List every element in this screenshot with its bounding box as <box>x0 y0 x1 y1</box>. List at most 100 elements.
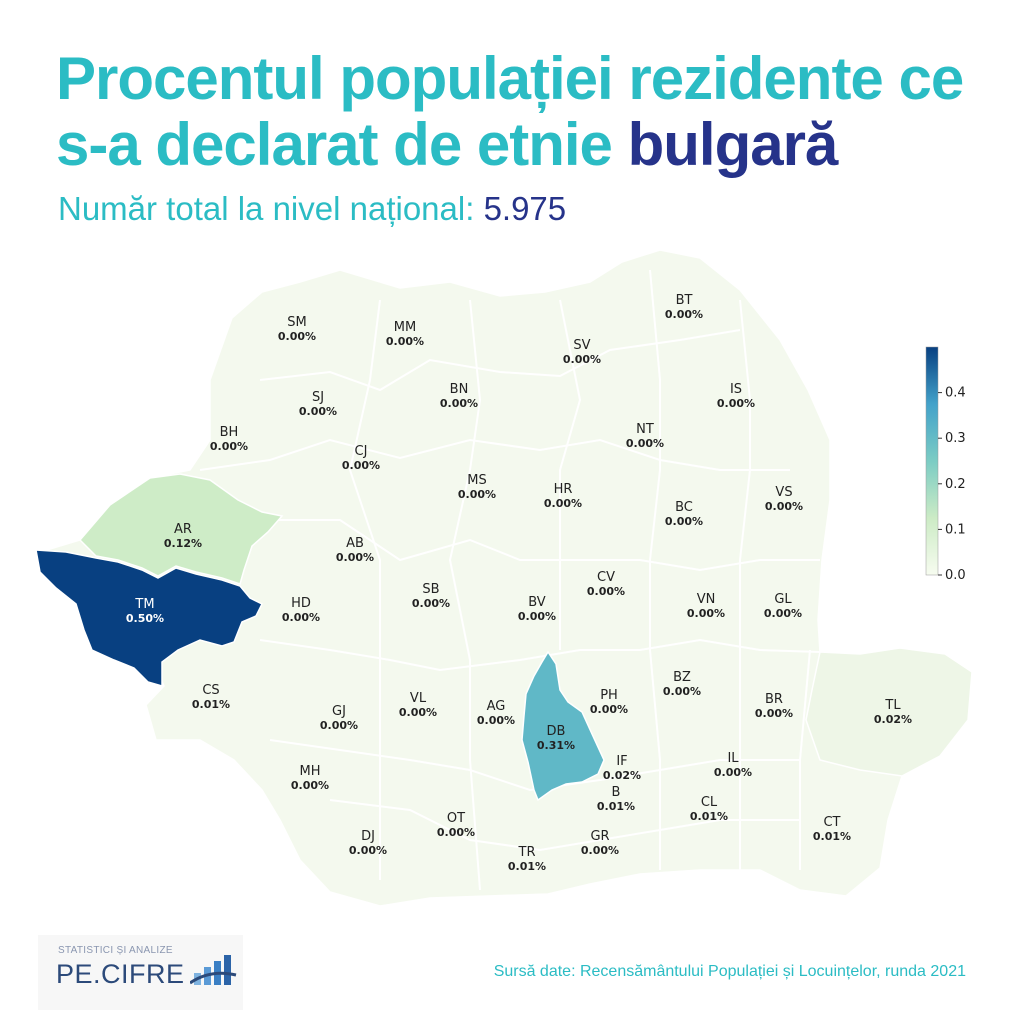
county-value: 0.00% <box>518 610 556 623</box>
county-label-IL: IL0.00% <box>714 751 752 779</box>
county-value: 0.00% <box>342 459 380 472</box>
county-label-SM: SM0.00% <box>278 315 316 343</box>
county-code: AG <box>487 699 506 714</box>
county-code: DJ <box>361 829 375 844</box>
county-value: 0.01% <box>597 800 635 813</box>
county-label-BC: BC0.00% <box>665 500 703 528</box>
county-label-MH: MH0.00% <box>291 764 329 792</box>
colorbar-tick-label: 0.2 <box>945 477 966 492</box>
county-label-GJ: GJ0.00% <box>320 704 358 732</box>
county-code: TR <box>518 845 536 860</box>
county-label-BV: BV0.00% <box>518 595 556 623</box>
county-value: 0.00% <box>320 719 358 732</box>
county-value: 0.01% <box>192 698 230 711</box>
county-code: SJ <box>312 390 324 405</box>
county-value: 0.00% <box>663 685 701 698</box>
county-code: VS <box>775 485 792 500</box>
title-highlight: bulgară <box>627 111 839 178</box>
county-code: TM <box>134 597 154 612</box>
county-label-TR: TR0.01% <box>508 845 546 873</box>
county-code: VL <box>410 691 427 706</box>
county-borders <box>199 269 821 891</box>
county-TM-shape <box>35 549 264 687</box>
county-label-DB: DB0.31% <box>537 724 575 752</box>
county-value: 0.01% <box>508 860 546 873</box>
colorbar-tick-label: 0.4 <box>945 386 966 401</box>
county-code: GJ <box>332 704 346 719</box>
county-code: CL <box>701 795 718 810</box>
county-label-SJ: SJ0.00% <box>299 390 337 418</box>
county-label-CV: CV0.00% <box>587 570 625 598</box>
county-value: 0.01% <box>813 830 851 843</box>
county-code: TL <box>884 698 901 713</box>
county-label-BT: BT0.00% <box>665 293 703 321</box>
county-code: CJ <box>355 444 368 459</box>
title-text: Procentul populației rezidente ce s-a de… <box>56 45 964 178</box>
county-label-NT: NT0.00% <box>626 422 664 450</box>
county-label-AB: AB0.00% <box>336 536 374 564</box>
county-code: GR <box>590 829 609 844</box>
county-value: 0.00% <box>458 488 496 501</box>
county-value: 0.31% <box>537 739 575 752</box>
county-code: DB <box>547 724 566 739</box>
county-code: IS <box>730 382 742 397</box>
county-value: 0.00% <box>764 607 802 620</box>
county-label-HR: HR0.00% <box>544 482 582 510</box>
county-code: CS <box>202 683 219 698</box>
county-value: 0.00% <box>349 844 387 857</box>
county-value: 0.00% <box>282 611 320 624</box>
colorbar-tick-label: 0.1 <box>945 522 966 537</box>
county-code: BR <box>765 692 783 707</box>
county-label-MM: MM0.00% <box>386 320 424 348</box>
county-code: BV <box>528 595 546 610</box>
map-labels: SM0.00%MM0.00%BT0.00%SV0.00%SJ0.00%BN0.0… <box>126 293 912 873</box>
county-code: PH <box>600 688 618 703</box>
county-DB-shape <box>521 650 605 802</box>
county-code: BC <box>675 500 693 515</box>
county-code: IF <box>616 754 627 769</box>
county-label-CS: CS0.01% <box>192 683 230 711</box>
county-label-OT: OT0.00% <box>437 811 475 839</box>
county-code: MH <box>300 764 321 779</box>
county-code: CT <box>823 815 840 830</box>
county-value: 0.00% <box>755 707 793 720</box>
county-value: 0.00% <box>765 500 803 513</box>
county-value: 0.00% <box>563 353 601 366</box>
colorbar-legend: 0.0 0.1 0.2 0.3 0.4 <box>925 346 966 583</box>
county-value: 0.00% <box>399 706 437 719</box>
subtitle-value: 5.975 <box>483 190 567 227</box>
county-label-B: B0.01% <box>597 785 635 813</box>
subtitle-label: Număr total la nivel național: <box>58 190 475 227</box>
county-value: 0.00% <box>440 397 478 410</box>
county-code: SB <box>422 582 439 597</box>
county-label-TL: TL0.02% <box>874 698 912 726</box>
county-value: 0.02% <box>603 769 641 782</box>
county-value: 0.00% <box>278 330 316 343</box>
brand-logo: STATISTICI ȘI ANALIZE PE.CIFRE <box>38 935 243 1010</box>
subtitle: Număr total la nivel național: 5.975 <box>58 190 566 228</box>
county-code: AR <box>174 522 192 537</box>
county-TL-shape <box>805 647 973 777</box>
county-value: 0.50% <box>126 612 164 625</box>
county-code: SV <box>573 338 590 353</box>
county-code: MS <box>467 473 486 488</box>
county-value: 0.00% <box>299 405 337 418</box>
colorbar-gradient <box>925 346 939 576</box>
county-label-AR: AR0.12% <box>164 522 202 550</box>
county-value: 0.00% <box>210 440 248 453</box>
county-label-MS: MS0.00% <box>458 473 496 501</box>
county-label-VL: VL0.00% <box>399 691 437 719</box>
county-code: HD <box>291 596 311 611</box>
county-label-BN: BN0.00% <box>440 382 478 410</box>
county-label-IS: IS0.00% <box>717 382 755 410</box>
county-label-AG: AG0.00% <box>477 699 515 727</box>
county-value: 0.00% <box>386 335 424 348</box>
colorbar-ticks: 0.0 0.1 0.2 0.3 0.4 <box>938 386 966 583</box>
county-value: 0.01% <box>690 810 728 823</box>
county-label-BR: BR0.00% <box>755 692 793 720</box>
county-value: 0.00% <box>717 397 755 410</box>
county-label-GL: GL0.00% <box>764 592 802 620</box>
county-label-SV: SV0.00% <box>563 338 601 366</box>
county-code: IL <box>727 751 739 766</box>
